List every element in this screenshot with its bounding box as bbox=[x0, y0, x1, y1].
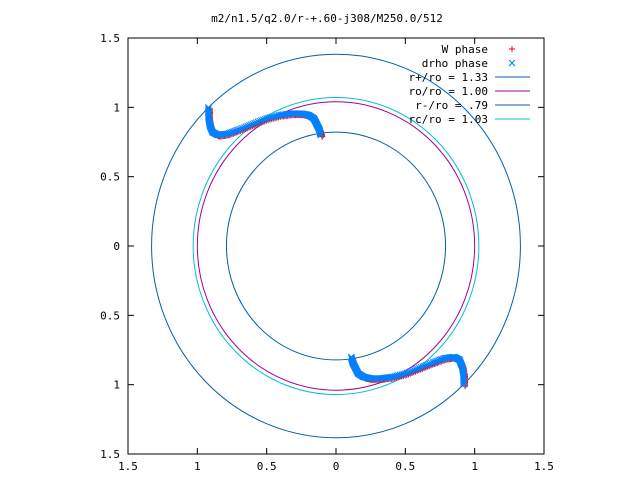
y-tick-label: 1.5 bbox=[100, 448, 120, 461]
legend-label: rc/ro = 1.03 bbox=[409, 113, 488, 126]
drho-phase-point bbox=[417, 363, 425, 371]
drho-phase-point bbox=[242, 123, 250, 131]
x-tick-label: 0 bbox=[333, 460, 340, 473]
drho-phase-point bbox=[442, 354, 449, 362]
legend-label: ro/ro = 1.00 bbox=[409, 85, 488, 98]
radius-circle bbox=[225, 131, 447, 361]
legend-plus-marker bbox=[509, 46, 515, 52]
drho-phase-point bbox=[405, 368, 413, 376]
radius-circle bbox=[151, 53, 521, 439]
drho-phase-point bbox=[422, 361, 430, 369]
drho-phase-point bbox=[419, 363, 427, 370]
phase-points bbox=[205, 103, 469, 390]
drho-phase-point bbox=[258, 117, 265, 124]
y-tick-label: 0.5 bbox=[100, 171, 120, 184]
x-tick-label: 1.5 bbox=[534, 460, 554, 473]
drho-phase-point bbox=[408, 367, 416, 375]
radius-circle bbox=[192, 96, 480, 396]
drho-phase-point bbox=[239, 124, 246, 132]
drho-phase-point bbox=[421, 362, 428, 370]
drho-phase-point bbox=[426, 360, 433, 368]
x-tick-label: 1 bbox=[194, 460, 201, 473]
drho-phase-point bbox=[240, 124, 248, 131]
drho-phase-point bbox=[412, 366, 420, 373]
drho-phase-point bbox=[424, 361, 432, 368]
legend-label: r+/ro = 1.33 bbox=[409, 71, 488, 84]
drho-phase-point bbox=[347, 353, 355, 361]
drho-phase-point bbox=[407, 368, 414, 375]
drho-phase-point bbox=[317, 131, 325, 139]
drho-phase-point bbox=[235, 126, 243, 133]
legend-label: r-/ro = .79 bbox=[415, 99, 488, 112]
chart-title: m2/n1.5/q2.0/r-+.60-j308/M250.0/512 bbox=[211, 12, 443, 25]
drho-phase-point bbox=[251, 119, 258, 127]
drho-phase-point bbox=[414, 365, 421, 373]
legend-cross-marker bbox=[508, 59, 516, 67]
drho-phase-point bbox=[410, 366, 418, 374]
y-tick-label: 1.5 bbox=[100, 32, 120, 45]
axis-ticks: 1.5 1 0.5 0 0.5 1 1.51.510.500.511.5 bbox=[100, 32, 554, 473]
drho-phase-point bbox=[429, 359, 437, 366]
drho-phase-point bbox=[237, 125, 245, 133]
drho-phase-point bbox=[245, 122, 253, 129]
drho-phase-point bbox=[249, 120, 257, 128]
y-tick-label: 0.5 bbox=[100, 309, 120, 322]
drho-phase-point bbox=[244, 122, 251, 130]
drho-phase-point bbox=[247, 121, 255, 129]
y-tick-label: 1 bbox=[113, 101, 120, 114]
y-tick-label: 0 bbox=[113, 240, 120, 253]
radius-circle bbox=[196, 101, 476, 391]
y-tick-label: 1 bbox=[113, 379, 120, 392]
drho-phase-point bbox=[252, 119, 260, 126]
drho-phase-point bbox=[254, 118, 262, 126]
x-tick-label: 0.5 bbox=[395, 460, 415, 473]
x-tick-label: 1.5 bbox=[118, 460, 138, 473]
legend-label: W phase bbox=[442, 43, 488, 56]
x-tick-label: 1 bbox=[471, 460, 478, 473]
legend-label: drho phase bbox=[422, 57, 488, 70]
drho-phase-point bbox=[256, 117, 264, 125]
x-tick-label: 0.5 bbox=[257, 460, 277, 473]
drho-phase-point bbox=[259, 116, 267, 124]
drho-phase-point bbox=[415, 364, 423, 372]
drho-phase-point bbox=[223, 130, 230, 138]
drho-phase-point bbox=[427, 359, 435, 367]
radius-circles bbox=[151, 53, 521, 439]
